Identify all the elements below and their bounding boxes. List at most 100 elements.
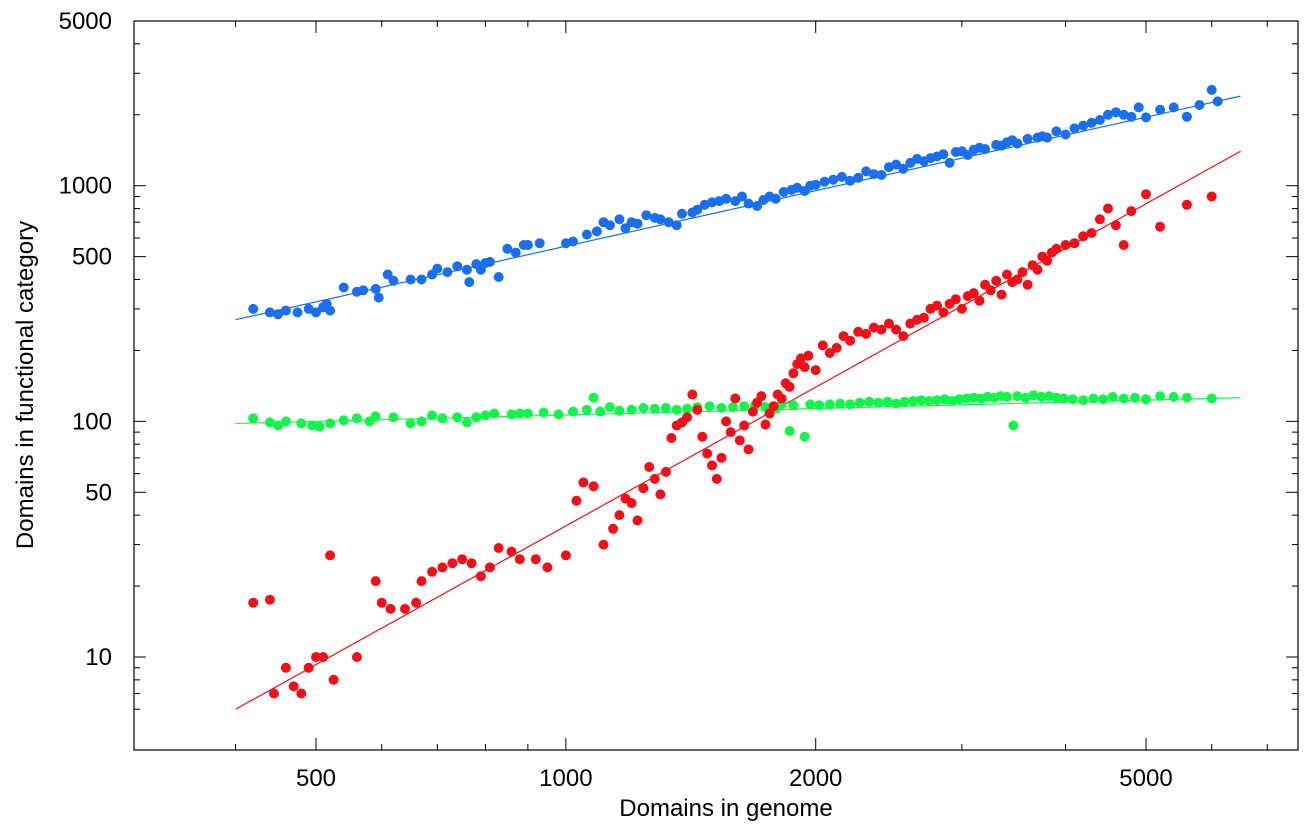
point-red [730, 393, 741, 404]
point-red [725, 427, 736, 438]
point-red [898, 331, 909, 342]
point-blue [663, 217, 674, 228]
point-green [273, 420, 283, 431]
point-red [1141, 189, 1151, 200]
point-red [506, 546, 517, 557]
point-red [974, 295, 985, 306]
point-red [385, 603, 396, 614]
point-red [542, 562, 553, 573]
point-red [644, 462, 655, 472]
point-green [614, 405, 625, 416]
point-blue [752, 201, 763, 211]
point-blue [792, 182, 803, 193]
point-blue [1126, 111, 1137, 122]
point-red [716, 452, 727, 463]
point-red [466, 558, 477, 569]
point-red [739, 420, 750, 431]
point-green [248, 413, 259, 424]
point-green [461, 417, 472, 428]
point-red [711, 473, 722, 484]
point-red [968, 288, 979, 299]
point-blue [721, 193, 732, 204]
point-blue [620, 223, 631, 234]
point-red [1118, 240, 1129, 250]
point-green [788, 400, 799, 411]
point-green [891, 398, 902, 409]
point-red [1022, 279, 1033, 290]
point-green [728, 402, 738, 413]
point-red [1012, 274, 1023, 285]
point-blue [677, 208, 687, 219]
point-red [560, 550, 571, 561]
point-green [939, 394, 950, 405]
point-red [351, 652, 362, 662]
point-red [702, 448, 713, 459]
point-green [506, 409, 517, 420]
point-blue [770, 193, 781, 204]
tick-labels: 500 1000 2000 5000 10 50 100 500 1000 5000 [59, 8, 1173, 792]
point-green [899, 396, 910, 407]
point-red [784, 381, 795, 392]
point-red [427, 566, 438, 577]
point-green [882, 396, 893, 407]
point-blue [568, 236, 578, 247]
point-red [1002, 269, 1012, 280]
point-blue [325, 305, 336, 316]
point-red [1155, 221, 1166, 232]
point-red [1206, 191, 1217, 202]
point-green [452, 412, 463, 423]
point-green [314, 421, 325, 432]
point-blue [743, 198, 754, 209]
point-red [991, 275, 1002, 286]
point-blue [405, 274, 416, 285]
point-red [853, 326, 864, 337]
point-blue [944, 157, 955, 168]
point-red [1078, 231, 1089, 242]
point-blue [461, 264, 472, 275]
point-red [660, 466, 671, 477]
point-blue [1103, 109, 1113, 120]
point-green [1036, 391, 1047, 402]
point-red [484, 562, 495, 573]
point-red [370, 576, 381, 587]
point-blue [1212, 96, 1223, 107]
point-blue [1051, 126, 1062, 137]
point-green [854, 397, 865, 408]
point-red [747, 406, 758, 417]
point-red [1086, 228, 1097, 238]
point-green [671, 404, 682, 415]
point-red [1032, 264, 1043, 275]
point-red [721, 416, 732, 427]
point-red [824, 348, 835, 358]
point-green [864, 396, 875, 407]
point-blue [853, 172, 864, 183]
point-green [638, 402, 649, 413]
point-green [514, 408, 525, 419]
point-blue [311, 307, 321, 318]
point-blue [416, 274, 427, 285]
point-red [649, 473, 660, 484]
point-blue [868, 169, 879, 180]
point-red [325, 550, 336, 561]
point-red [411, 597, 422, 608]
point-blue [819, 176, 830, 187]
point-blue [737, 191, 747, 202]
point-red [288, 681, 299, 692]
point-green [932, 395, 942, 406]
point-red [269, 688, 279, 699]
point-green [351, 413, 362, 424]
point-blue [248, 303, 259, 314]
point-green [325, 418, 336, 429]
point-blue [898, 163, 909, 174]
data-points [248, 84, 1223, 699]
point-blue [778, 187, 789, 197]
point-blue [452, 261, 463, 272]
point-green [568, 406, 578, 417]
point-blue [534, 238, 545, 249]
point-red [799, 362, 810, 373]
point-red [608, 523, 619, 534]
point-green [489, 408, 500, 419]
point-red [996, 289, 1007, 300]
y-tick-label: 500 [72, 244, 112, 271]
